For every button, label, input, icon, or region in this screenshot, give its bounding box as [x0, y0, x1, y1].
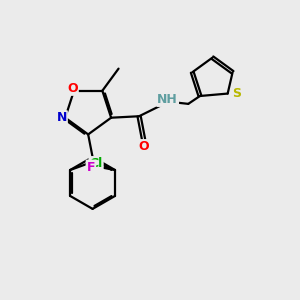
Text: O: O — [138, 140, 149, 153]
Text: F: F — [87, 160, 95, 174]
Text: S: S — [232, 87, 241, 100]
Text: O: O — [67, 82, 78, 95]
Text: Cl: Cl — [89, 157, 103, 170]
Text: NH: NH — [157, 93, 178, 106]
Text: N: N — [56, 111, 67, 124]
